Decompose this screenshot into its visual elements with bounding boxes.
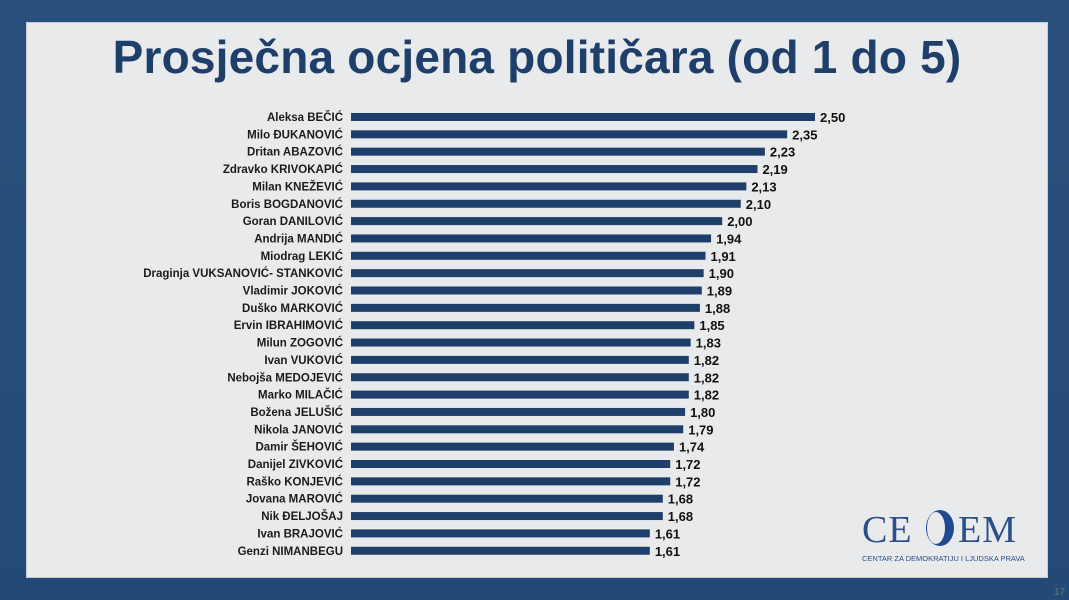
bar <box>351 165 758 174</box>
bar <box>351 303 700 312</box>
value-label: 1,82 <box>694 370 719 385</box>
category-label: Dritan ABAZOVIĆ <box>247 146 343 159</box>
bar <box>351 442 674 451</box>
category-label: Draginja VUKSANOVIĆ- STANKOVIĆ <box>143 267 343 280</box>
category-label: Raško KONJEVIĆ <box>246 475 343 488</box>
value-label: 1,79 <box>688 422 713 437</box>
value-label: 1,91 <box>710 249 735 264</box>
bar <box>351 373 689 382</box>
bar <box>351 286 702 295</box>
page-number: 17 <box>1054 587 1066 598</box>
bar <box>351 338 691 347</box>
value-label: 1,89 <box>707 284 732 299</box>
bar <box>351 321 695 330</box>
value-label: 1,68 <box>668 492 693 507</box>
bar <box>351 251 706 260</box>
category-label: Boris BOGDANOVIĆ <box>231 198 343 211</box>
category-label: Milun ZOGOVIĆ <box>257 337 343 350</box>
svg-text:EM: EM <box>958 509 1017 550</box>
bar <box>351 355 689 364</box>
category-label: Božena JELUŠIĆ <box>250 406 343 419</box>
category-label: Andrija MANDIĆ <box>254 232 343 245</box>
bar <box>351 407 686 416</box>
chart-title: Prosječna ocjena političara (od 1 do 5) <box>112 31 962 83</box>
category-label: Vladimir JOKOVIĆ <box>243 285 343 298</box>
value-label: 1,68 <box>668 509 693 524</box>
cedem-logo: CE EM CENTAR ZA DEMOKRATIJU I LJUDSKA PR… <box>862 506 1048 566</box>
bar <box>351 199 741 208</box>
category-label: Ivan VUKOVIĆ <box>264 354 343 367</box>
value-label: 1,82 <box>694 388 719 403</box>
category-label: Damir ŠEHOVIĆ <box>255 441 343 454</box>
value-label: 1,80 <box>690 405 715 420</box>
category-label: Nebojša MEDOJEVIĆ <box>227 371 343 384</box>
bar <box>351 113 815 121</box>
bar <box>351 217 723 226</box>
value-label: 2,13 <box>751 179 776 194</box>
category-label: Aleksa BEČIĆ <box>267 111 343 124</box>
value-label: 1,61 <box>655 544 680 559</box>
bar <box>351 147 765 156</box>
bar <box>351 460 671 468</box>
category-label: Nik ĐELJOŠAJ <box>261 510 343 523</box>
category-label: Nikola JANOVIĆ <box>254 423 343 436</box>
logo-subtitle: CENTAR ZA DEMOKRATIJU I LJUDSKA PRAVA <box>862 554 1025 563</box>
bar <box>351 234 712 243</box>
value-label: 1,74 <box>679 440 705 455</box>
category-label: Milo ĐUKANOVIĆ <box>247 128 343 141</box>
value-label: 1,72 <box>675 474 700 489</box>
category-label: Duško MARKOVIĆ <box>242 302 343 315</box>
bar-chart: Aleksa BEČIĆ 2,50 Milo ĐUKANOVIĆ 2,35 Dritan… <box>143 110 845 559</box>
category-label: Miodrag LEKIĆ <box>261 250 343 263</box>
value-label: 1,85 <box>699 318 724 333</box>
bar <box>351 477 671 486</box>
category-label: Marko MILAČIĆ <box>258 389 343 402</box>
value-label: 1,61 <box>655 526 680 541</box>
slide: Prosječna ocjena političara (od 1 do 5) … <box>26 22 1065 598</box>
bar <box>351 182 747 191</box>
value-label: 2,00 <box>727 214 752 229</box>
category-label: Milan KNEŽEVIĆ <box>252 180 343 193</box>
bar <box>351 425 684 434</box>
value-label: 1,82 <box>694 353 719 368</box>
category-label: Ivan BRAJOVIĆ <box>257 527 343 540</box>
bar <box>351 529 650 538</box>
bar <box>351 494 663 503</box>
value-label: 1,90 <box>709 266 734 281</box>
value-label: 2,10 <box>746 197 771 212</box>
svg-text:CE: CE <box>862 509 913 550</box>
category-label: Genzi NIMANBEGU <box>238 546 343 558</box>
bar <box>351 390 689 399</box>
bar <box>351 546 650 555</box>
bar <box>351 269 704 278</box>
category-label: Goran DANILOVIĆ <box>243 215 343 228</box>
value-label: 1,83 <box>696 336 721 351</box>
logo-wordmark: CE EM <box>862 506 1032 559</box>
category-label: Danijel ZIVKOVIĆ <box>248 458 343 471</box>
value-label: 1,88 <box>705 301 730 316</box>
value-label: 2,19 <box>762 162 787 177</box>
category-label: Ervin IBRAHIMOVIĆ <box>234 319 343 332</box>
bar <box>351 512 663 521</box>
value-label: 2,50 <box>820 110 845 125</box>
value-label: 1,94 <box>716 231 742 246</box>
logo-graphic: CE EM <box>862 509 1017 551</box>
value-label: 2,23 <box>770 145 795 160</box>
bar <box>351 130 788 139</box>
value-label: 2,35 <box>792 127 817 142</box>
category-label: Zdravko KRIVOKAPIĆ <box>223 163 343 176</box>
value-label: 1,72 <box>675 457 700 472</box>
category-label: Jovana MAROVIĆ <box>246 493 343 506</box>
